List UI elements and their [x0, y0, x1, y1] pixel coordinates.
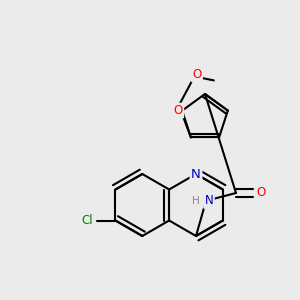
Text: Cl: Cl — [82, 214, 93, 227]
Text: O: O — [256, 187, 266, 200]
Text: O: O — [192, 68, 202, 81]
Text: O: O — [173, 104, 183, 117]
Text: H: H — [192, 196, 200, 206]
Text: N: N — [205, 194, 213, 208]
Text: N: N — [191, 167, 201, 181]
